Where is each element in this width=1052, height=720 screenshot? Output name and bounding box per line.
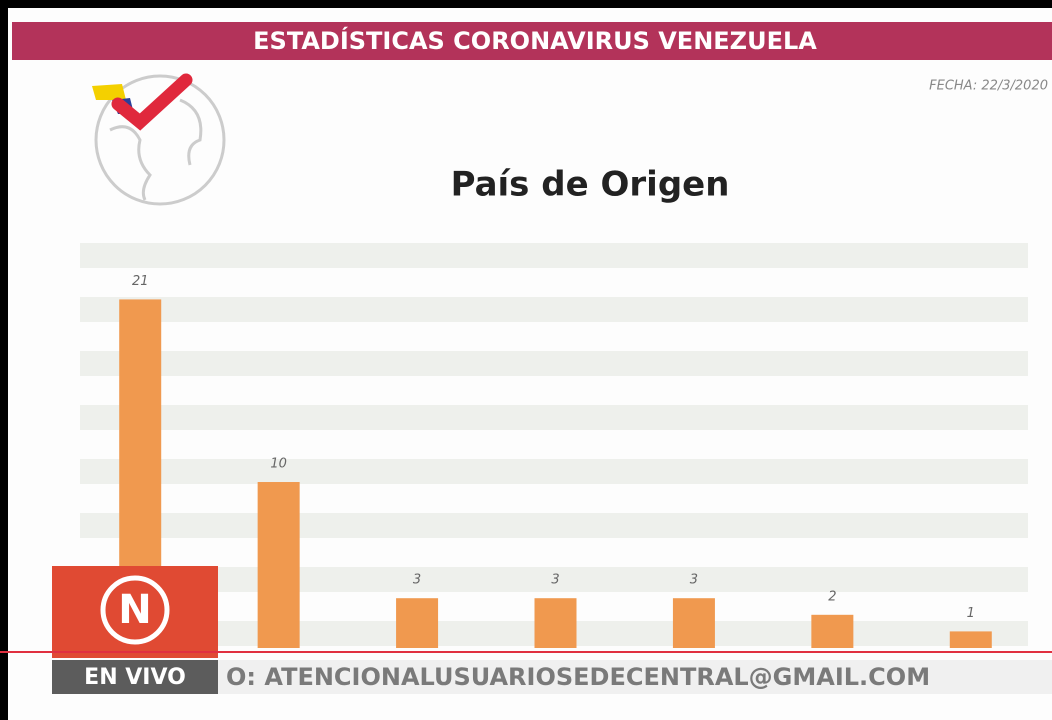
logo-letter: N [118, 587, 151, 633]
stripe [80, 513, 1028, 538]
stripe [80, 297, 1028, 322]
date: FECHA: 22/3/2020 [929, 79, 1048, 94]
bar [673, 598, 715, 648]
bar [258, 482, 300, 648]
bar [950, 631, 992, 648]
bar [811, 615, 853, 648]
live-label: EN VIVO [84, 665, 186, 690]
stripe [80, 405, 1028, 430]
logo-yellow [92, 84, 126, 100]
value-label: 3 [690, 573, 698, 588]
value-label: 2 [828, 589, 836, 604]
value-label: 21 [132, 274, 149, 289]
header-title: ESTADÍSTICAS CORONAVIRUS VENEZUELA [253, 26, 817, 55]
stripe [80, 243, 1028, 268]
bar [396, 598, 438, 648]
bar [535, 598, 577, 648]
value-label: 3 [413, 573, 421, 588]
ticker-text: O: ATENCIONALUSUARIOSEDECENTRAL@GMAIL.CO… [226, 663, 930, 691]
page: ESTADÍSTICAS CORONAVIRUS VENEZUELA FECHA… [0, 0, 1052, 720]
chart-title: País de Origen [451, 165, 730, 205]
value-label: 1 [967, 606, 975, 621]
stripe [80, 459, 1028, 484]
value-label: 10 [270, 457, 287, 472]
stripe [80, 351, 1028, 376]
value-label: 3 [551, 573, 559, 588]
chart: ESTADÍSTICAS CORONAVIRUS VENEZUELA FECHA… [0, 0, 1052, 720]
